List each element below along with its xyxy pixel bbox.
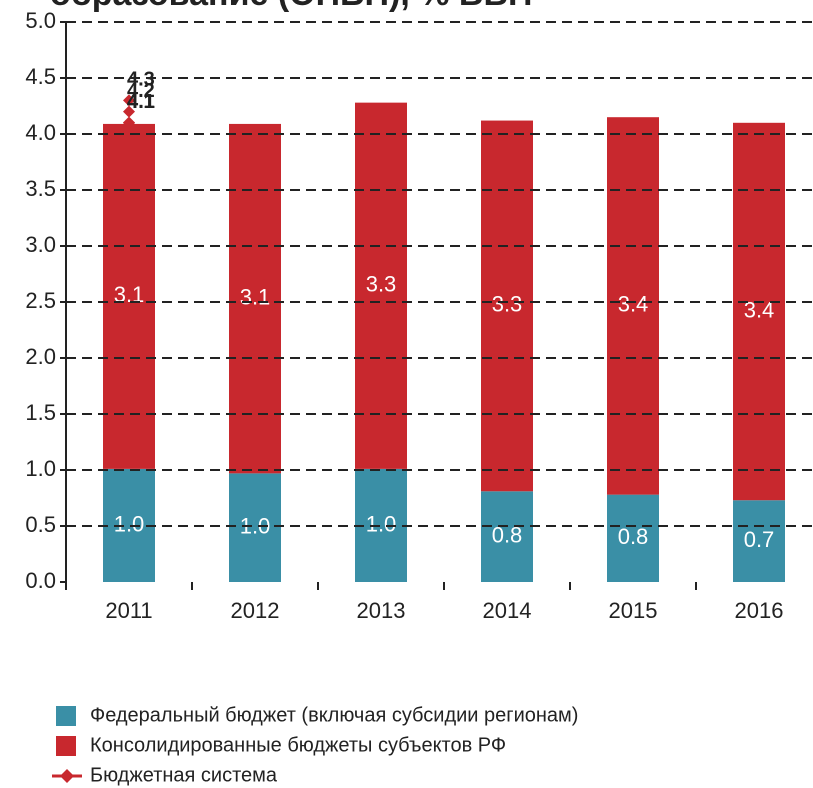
- value-label: 0.8: [618, 524, 649, 549]
- x-tick-label: 2013: [357, 598, 406, 623]
- x-tick-label: 2015: [609, 598, 658, 623]
- chart-title: образование (ОПБН), % ВВП: [50, 0, 532, 13]
- x-tick-label: 2011: [105, 598, 152, 623]
- y-tick-label: 4.0: [25, 120, 56, 145]
- value-label: 1.0: [114, 511, 145, 536]
- y-tick-label: 4.5: [25, 64, 56, 89]
- y-tick-label: 1.0: [25, 456, 56, 481]
- value-label: 4.1: [127, 91, 155, 113]
- bar-segment: [733, 122, 785, 501]
- y-tick-label: 5.0: [25, 8, 56, 33]
- value-label: 1.0: [366, 511, 397, 536]
- value-label: 4.1: [127, 91, 155, 113]
- line-point: [123, 116, 135, 129]
- x-tick-label: 2014: [483, 598, 532, 623]
- y-tick-label: 1.5: [25, 400, 56, 425]
- value-label: 3.3: [492, 292, 523, 317]
- value-label: 3.1: [240, 284, 271, 309]
- bar-segment: [229, 123, 281, 474]
- value-label: 0.7: [744, 527, 775, 552]
- y-tick-label: 0.0: [25, 568, 56, 593]
- legend-label: Консолидированные бюджеты субъектов РФ: [90, 734, 506, 756]
- y-tick-label: 3.0: [25, 232, 56, 257]
- legend-label: Федеральный бюджет (включая субсидии рег…: [90, 704, 578, 726]
- x-tick-label: 2016: [735, 598, 784, 623]
- bar-segment: [607, 117, 659, 495]
- legend-swatch: [56, 706, 76, 726]
- bar-segment: [733, 500, 785, 582]
- value-label: 3.3: [366, 272, 397, 297]
- bar-segment: [229, 473, 281, 582]
- bar-segment: [481, 491, 533, 582]
- bar-segment: [481, 120, 533, 492]
- bar-segment: [355, 102, 407, 469]
- value-label: 4.1: [127, 91, 155, 113]
- y-tick-label: 2.5: [25, 288, 56, 313]
- bar-segment: [103, 123, 155, 469]
- value-label: 3.4: [618, 292, 649, 317]
- y-tick-label: 0.5: [25, 512, 56, 537]
- value-label: 4.1: [127, 91, 155, 113]
- value-label: 4.2: [127, 80, 155, 102]
- line-point: [123, 105, 135, 118]
- x-tick-label: 2012: [231, 598, 280, 623]
- legend-marker: [60, 769, 74, 783]
- y-tick-label: 3.5: [25, 176, 56, 201]
- legend-label: Бюджетная система: [90, 764, 278, 786]
- legend-swatch: [56, 736, 76, 756]
- value-label: 3.1: [114, 282, 145, 307]
- line-point: [123, 94, 135, 107]
- bar-segment: [607, 494, 659, 582]
- y-tick-label: 2.0: [25, 344, 56, 369]
- value-label: 4.3: [127, 69, 155, 91]
